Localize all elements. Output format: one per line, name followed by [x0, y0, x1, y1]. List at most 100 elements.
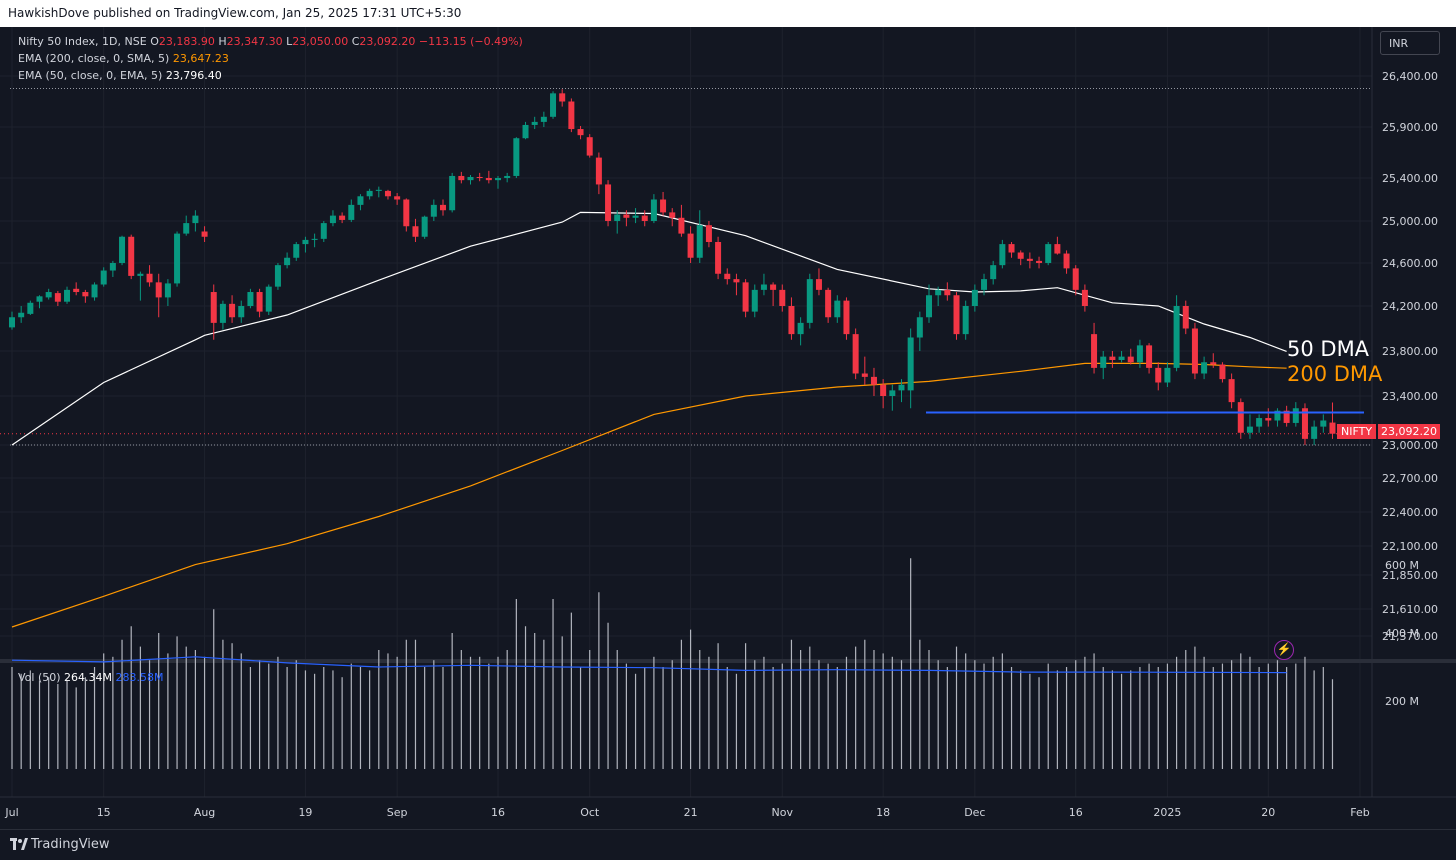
candle-body: [119, 236, 126, 263]
candle-body: [320, 223, 327, 239]
candle: [595, 152, 602, 195]
candle: [1191, 322, 1198, 380]
candle-body: [439, 204, 446, 211]
candle: [586, 134, 593, 158]
time-tick-label: Oct: [580, 806, 600, 819]
candle: [467, 174, 474, 185]
candle: [641, 210, 648, 227]
candle-body: [1045, 244, 1052, 263]
time-tick-label: 15: [97, 806, 111, 819]
price-axis[interactable]: 26,400.00 25,900.00 25,400.00 25,000.00 24,6…: [1382, 70, 1438, 643]
volume-tick-label: 600 M: [1385, 559, 1419, 572]
price-tick-label: 22,400.00: [1382, 506, 1438, 519]
candle-body: [1081, 289, 1088, 306]
candle-body: [192, 215, 199, 224]
candle: [797, 317, 804, 346]
ema200-line: [11, 362, 1287, 628]
ema200-label: EMA (200, close, 0, SMA, 5): [18, 52, 170, 65]
price-tick-label: 22,700.00: [1382, 472, 1438, 485]
time-tick-label: 20: [1261, 806, 1275, 819]
candle-body: [238, 306, 245, 318]
candle: [1045, 242, 1052, 266]
candle-body: [155, 282, 162, 298]
candle: [1081, 284, 1088, 312]
candle: [513, 137, 520, 178]
candle: [18, 306, 25, 323]
candle-body: [394, 196, 401, 200]
candle: [1311, 420, 1318, 445]
candle: [724, 268, 731, 285]
candle: [1173, 295, 1180, 372]
candle-body: [9, 317, 15, 328]
candle: [605, 180, 612, 227]
candle: [687, 226, 694, 263]
candle-body: [329, 215, 336, 224]
candle-body: [733, 279, 740, 283]
candle: [320, 221, 327, 242]
publisher-header: HawkishDove published on TradingView.com…: [0, 0, 1456, 27]
candle-body: [504, 175, 511, 178]
candle: [1210, 353, 1217, 368]
candle-body: [467, 176, 474, 181]
price-tick-label: 23,800.00: [1382, 345, 1438, 358]
candle: [660, 191, 667, 216]
candle-body: [962, 306, 969, 335]
candle: [559, 89, 566, 107]
time-axis[interactable]: Jul 15 Aug 19 Sep 16 Oct 21 Nov 18 Dec 16 2025 20 Feb: [4, 806, 1369, 819]
candle-body: [990, 265, 997, 280]
candle: [357, 194, 364, 211]
candle: [907, 328, 914, 409]
candle: [412, 218, 419, 242]
candle-body: [82, 292, 89, 297]
candle-body: [128, 236, 135, 276]
candle-body: [907, 337, 914, 391]
candle-body: [476, 176, 483, 178]
candle-body: [852, 334, 859, 374]
candle: [9, 311, 15, 330]
candle-body: [715, 242, 722, 274]
annotation-200-dma: 200 DMA: [1287, 362, 1383, 386]
candle: [1026, 252, 1033, 269]
candle-body: [210, 292, 217, 323]
candle: [889, 384, 896, 411]
candle: [256, 288, 263, 318]
candle-body: [495, 178, 502, 181]
candle-body: [421, 216, 428, 237]
volume-ma-line: [11, 656, 1287, 674]
lightning-icon[interactable]: ⚡: [1274, 640, 1294, 660]
change-value: −113.15 (−0.49%): [418, 35, 523, 48]
price-tick-label: 25,900.00: [1382, 121, 1438, 134]
candle-body: [91, 284, 98, 298]
price-tick-label: 25,000.00: [1382, 215, 1438, 228]
volume-legend: Vol (50) 264.34M 283.58M: [18, 671, 164, 684]
candle: [1265, 408, 1272, 427]
candle-body: [531, 121, 538, 125]
candle-body: [797, 322, 804, 335]
candle: [1091, 322, 1098, 374]
time-tick-label: 16: [491, 806, 505, 819]
vol-label: Vol (50): [18, 671, 61, 684]
volume-tick-label: 400 M: [1385, 627, 1419, 640]
candle-body: [981, 279, 988, 290]
candle: [742, 279, 749, 318]
candle-body: [1136, 345, 1143, 363]
candle-body: [1127, 356, 1134, 363]
currency-button[interactable]: INR: [1380, 31, 1440, 55]
candle-body: [779, 289, 786, 306]
candle: [962, 300, 969, 340]
price-chart[interactable]: 26,400.00 25,900.00 25,400.00 25,000.00 24,6…: [0, 27, 1456, 829]
candle-body: [1155, 367, 1162, 383]
candle: [632, 208, 639, 224]
candle-body: [1026, 258, 1033, 261]
candle: [284, 252, 291, 269]
candle-body: [623, 214, 630, 218]
candle-body: [705, 225, 712, 242]
candle-body: [825, 289, 832, 318]
candle: [45, 288, 52, 300]
time-tick-label: Aug: [194, 806, 215, 819]
candle-body: [1118, 356, 1125, 360]
ema200-legend: EMA (200, close, 0, SMA, 5) 23,647.23: [18, 52, 229, 65]
candle-body: [870, 376, 877, 385]
candle: [100, 267, 107, 287]
candle-body: [174, 233, 181, 284]
